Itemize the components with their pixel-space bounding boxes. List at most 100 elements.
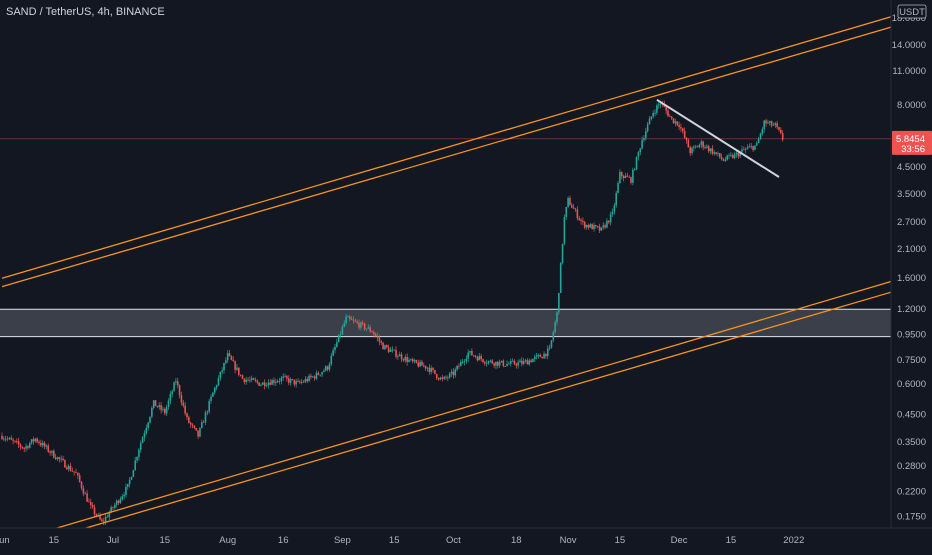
candle-body xyxy=(746,147,749,149)
candle-body xyxy=(64,460,66,468)
candle-body xyxy=(748,146,751,148)
candle-body xyxy=(763,120,765,130)
candle-body xyxy=(711,148,714,154)
candle-body xyxy=(141,437,144,444)
candle-body xyxy=(506,363,508,367)
candle-body xyxy=(6,438,9,440)
candle-body xyxy=(759,133,762,140)
y-tick-label: 0.1750 xyxy=(897,511,926,522)
currency-box xyxy=(897,4,927,19)
candle-body xyxy=(339,334,342,336)
candle-body xyxy=(778,127,780,130)
candle-body xyxy=(8,437,11,439)
y-tick-label: 4.5000 xyxy=(897,162,926,173)
candle-body xyxy=(289,379,292,383)
candle-body xyxy=(208,400,210,412)
x-tick-label: Aug xyxy=(219,535,236,546)
candle-body xyxy=(696,146,699,148)
candle-body xyxy=(463,361,466,362)
candle-body xyxy=(402,359,405,361)
candle-body xyxy=(358,322,360,328)
candle-body xyxy=(378,337,381,342)
candle-body xyxy=(676,121,679,125)
candle-body xyxy=(448,373,451,378)
candle-body xyxy=(334,346,336,351)
candle-body xyxy=(728,155,730,157)
channel-lower-line xyxy=(1,289,898,554)
candle-body xyxy=(643,138,645,141)
candle-body xyxy=(735,152,738,155)
candle-body xyxy=(659,103,662,105)
price-tag-countdown: 33:56 xyxy=(901,144,925,155)
candle-body xyxy=(225,360,227,364)
candle-body xyxy=(487,361,490,364)
candle-body xyxy=(287,378,290,383)
candle-body xyxy=(365,328,368,330)
candle-body xyxy=(361,322,364,324)
candle-body xyxy=(685,137,688,141)
candle-body xyxy=(706,146,708,148)
candle-body xyxy=(606,220,608,228)
candle-body xyxy=(160,405,162,410)
candle-body xyxy=(243,378,246,383)
candle-body xyxy=(376,336,379,338)
candle-body xyxy=(3,438,5,440)
candle-body xyxy=(539,354,542,358)
currency-label: USDT xyxy=(899,7,925,18)
candle-body xyxy=(750,146,753,147)
candle-body xyxy=(164,408,166,414)
candle-body xyxy=(571,205,573,208)
candle-body xyxy=(550,340,553,348)
candle-body xyxy=(411,359,414,362)
candle-body xyxy=(637,152,640,157)
candle-body xyxy=(16,441,18,442)
candle-body xyxy=(40,443,42,446)
candle-body xyxy=(509,361,512,364)
candle-body xyxy=(480,355,482,360)
candle-body xyxy=(437,378,440,380)
candle-body xyxy=(578,218,580,220)
candle-body xyxy=(91,505,94,508)
candle-body xyxy=(262,382,264,385)
candle-body xyxy=(743,149,745,151)
candle-body xyxy=(532,358,534,363)
candle-body xyxy=(238,367,240,375)
candle-body xyxy=(400,354,403,360)
candle-body xyxy=(535,355,538,357)
x-tick-label: 15 xyxy=(615,535,626,546)
candle-body xyxy=(384,345,386,350)
candle-body xyxy=(47,445,50,452)
candle-body xyxy=(284,376,286,377)
candle-body xyxy=(326,366,329,370)
candle-body xyxy=(669,115,671,117)
candle-body xyxy=(587,224,590,228)
candle-body xyxy=(456,365,458,370)
candle-body xyxy=(582,220,584,222)
candle-body xyxy=(522,361,525,364)
candle-body xyxy=(341,326,344,335)
channel-lower-line xyxy=(1,278,898,545)
candle-body xyxy=(559,262,562,294)
candle-body xyxy=(554,322,556,333)
candle-body xyxy=(530,360,532,363)
candle-body xyxy=(489,360,492,362)
candle-body xyxy=(397,356,399,358)
candle-body xyxy=(508,363,510,365)
candle-body xyxy=(513,360,516,365)
candle-body xyxy=(51,450,53,453)
candle-body xyxy=(373,332,375,335)
candle-body xyxy=(524,360,527,362)
candle-body xyxy=(219,371,222,379)
candle-body xyxy=(204,412,207,423)
candle-body xyxy=(106,516,109,518)
price-tag-value: 5.8454 xyxy=(896,134,925,145)
x-tick-label: 2022 xyxy=(783,535,804,546)
candle-body xyxy=(152,400,155,409)
candle-body xyxy=(134,460,136,471)
candle-body xyxy=(102,521,105,523)
candle-body xyxy=(191,424,194,426)
candle-body xyxy=(34,438,37,442)
candle-body xyxy=(302,381,305,383)
